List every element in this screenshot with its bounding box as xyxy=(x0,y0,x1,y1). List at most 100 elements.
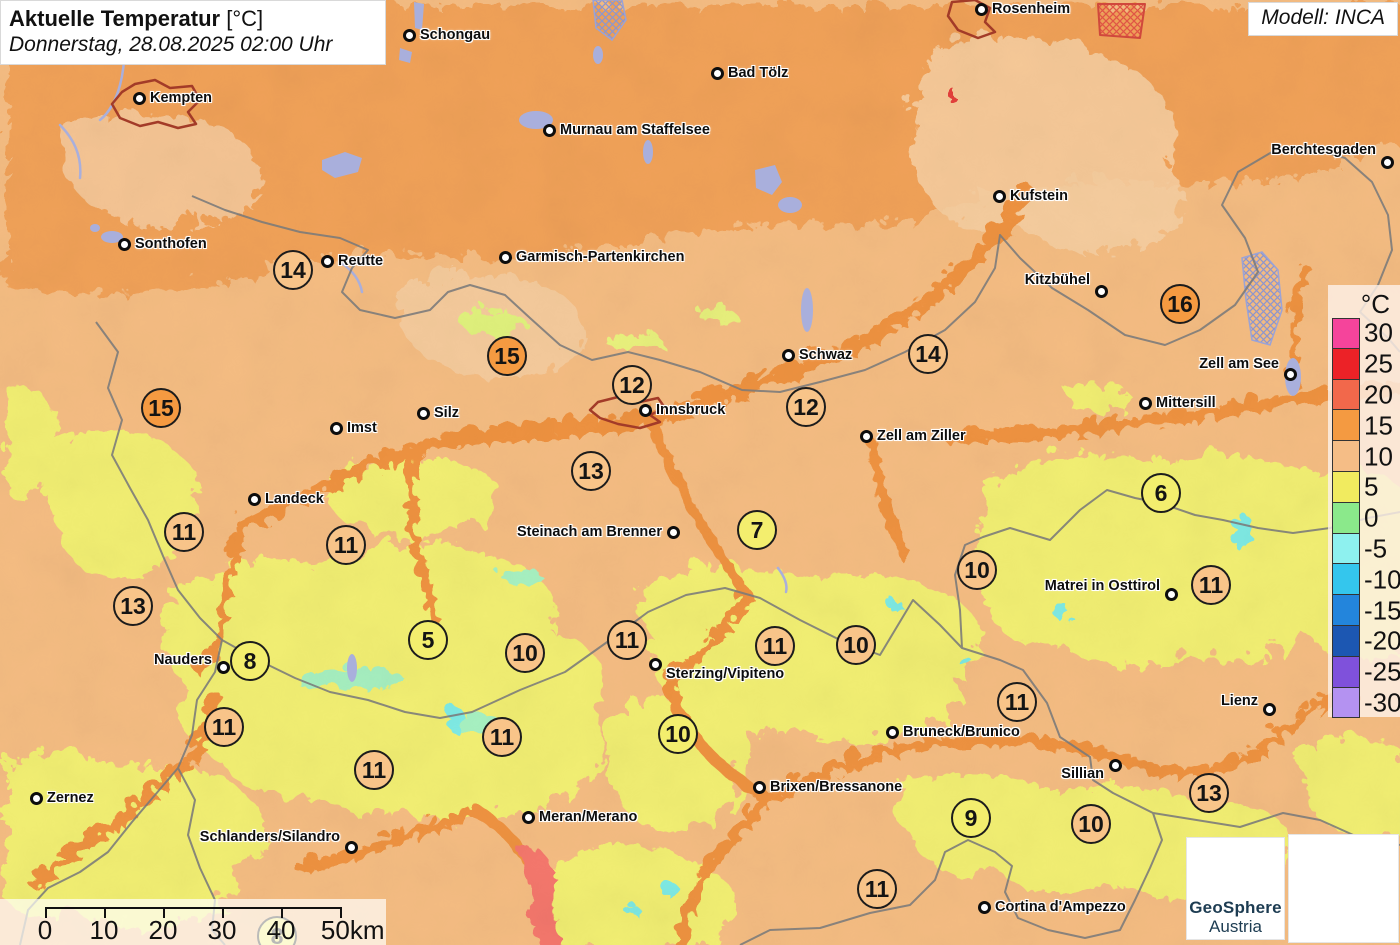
city-marker-dot xyxy=(344,840,358,854)
title-box: Aktuelle Temperatur [°C] Donnerstag, 28.… xyxy=(0,0,386,65)
legend-color-block xyxy=(1332,595,1360,626)
legend-unit-label: °C xyxy=(1360,289,1390,319)
legend-tick-label: -25 xyxy=(1364,656,1400,687)
station-temp-circle: 5 xyxy=(408,620,448,660)
station-temp-circle: 15 xyxy=(141,388,181,428)
title-text: Aktuelle Temperatur xyxy=(9,6,221,31)
legend-tick-label: -20 xyxy=(1364,625,1400,656)
scale-bar-line xyxy=(45,907,341,909)
station-temp-circle: 13 xyxy=(1189,773,1229,813)
city-marker-dot xyxy=(859,429,873,443)
station-temp-circle: 8 xyxy=(230,641,270,681)
legend-color-block xyxy=(1332,410,1360,442)
station-temp-circle: 11 xyxy=(607,620,647,660)
scale-bar-label: 30 xyxy=(207,915,237,945)
station-temp-circle: 10 xyxy=(957,550,997,590)
city-marker-dot xyxy=(542,123,556,137)
station-temp-circle: 11 xyxy=(354,750,394,790)
legend-tick-label: 10 xyxy=(1364,441,1393,472)
title-datetime: Donnerstag, 28.08.2025 02:00 Uhr xyxy=(9,33,333,56)
station-temp-circle: 14 xyxy=(908,334,948,374)
city-marker-dot xyxy=(974,2,988,16)
city-marker-dot xyxy=(1138,396,1152,410)
scale-bar-label: 10 xyxy=(89,915,119,945)
city-label: Garmisch-Partenkirchen xyxy=(516,249,685,265)
station-temp-circle: 7 xyxy=(737,510,777,550)
city-marker-dot xyxy=(638,403,652,417)
station-temp-circle: 10 xyxy=(505,633,545,673)
scale-bar-tick xyxy=(281,907,283,918)
city-marker-dot xyxy=(1262,702,1276,716)
city-marker-dot xyxy=(1108,758,1122,772)
city-label: Innsbruck xyxy=(656,402,726,418)
station-temp-circle: 11 xyxy=(857,869,897,909)
legend-color-block xyxy=(1332,348,1360,380)
city-label: Bad Tölz xyxy=(728,65,789,81)
city-label: Kufstein xyxy=(1010,188,1068,204)
city-label: Meran/Merano xyxy=(539,809,638,825)
legend-color-block xyxy=(1332,441,1360,472)
city-marker-dot xyxy=(1283,367,1297,381)
city-label: Mittersill xyxy=(1156,395,1216,411)
city-label: Lienz xyxy=(1220,693,1258,709)
scale-bar-label: 0 xyxy=(37,915,53,945)
title-unit: [°C] xyxy=(226,6,264,31)
partner-logo xyxy=(1288,834,1399,943)
station-temp-circle: 14 xyxy=(273,250,313,290)
city-label: Zell am See xyxy=(1199,356,1279,372)
city-marker-dot xyxy=(521,810,535,824)
city-label: Sonthofen xyxy=(135,236,207,252)
city-label: Zernez xyxy=(47,790,94,806)
legend-tick-label: -5 xyxy=(1364,533,1388,564)
city-label: Sillian xyxy=(1061,766,1104,782)
legend-tick-label: 30 xyxy=(1364,317,1393,348)
city-label: Zell am Ziller xyxy=(877,428,966,444)
legend-tick-label: 25 xyxy=(1364,348,1393,379)
station-temp-circle: 11 xyxy=(997,682,1037,722)
station-temp-circle: 10 xyxy=(658,714,698,754)
scale-bar-label: 50km xyxy=(320,915,385,945)
city-marker-dot xyxy=(29,791,43,805)
city-marker-dot xyxy=(329,421,343,435)
legend-tick-label: 15 xyxy=(1364,410,1393,441)
city-label: Brixen/Bressanone xyxy=(770,779,903,795)
city-label: Berchtesgaden xyxy=(1271,142,1376,158)
geosphere-logo-country: Austria xyxy=(1209,917,1262,936)
city-label: Cortina d'Ampezzo xyxy=(995,899,1126,915)
geosphere-logo-text: GeoSphere xyxy=(1189,898,1282,917)
legend-color-block xyxy=(1332,564,1360,596)
station-temp-circle: 13 xyxy=(571,451,611,491)
city-label: Steinach am Brenner xyxy=(516,524,662,540)
station-temp-circle: 11 xyxy=(204,707,244,747)
legend-color-block xyxy=(1332,625,1360,657)
legend-color-bar xyxy=(1332,318,1360,719)
city-marker-dot xyxy=(247,492,261,506)
scale-bar-label: 40 xyxy=(266,915,296,945)
city-marker-dot xyxy=(977,900,991,914)
scale-bar-tick xyxy=(222,907,224,918)
page-title: Aktuelle Temperatur [°C] xyxy=(9,6,375,32)
geosphere-logo: GeoSphere Austria xyxy=(1186,837,1285,940)
map-scale-bar: 0 10 20 30 40 50km xyxy=(0,899,386,945)
station-temp-circle: 11 xyxy=(1191,565,1231,605)
legend-color-block xyxy=(1332,533,1360,565)
city-marker-dot xyxy=(992,189,1006,203)
scale-bar-tick xyxy=(104,907,106,918)
city-label: Schlanders/Silandro xyxy=(199,829,340,845)
city-marker-dot xyxy=(1164,587,1178,601)
city-label: Bruneck/Brunico xyxy=(903,724,1020,740)
city-marker-dot xyxy=(320,254,334,268)
station-temp-circle: 12 xyxy=(612,365,652,405)
city-label: Kitzbühel xyxy=(1024,272,1090,288)
legend-tick-label: -10 xyxy=(1364,564,1400,595)
legend-color-block xyxy=(1332,318,1360,349)
city-marker-dot xyxy=(1380,155,1394,169)
city-marker-dot xyxy=(648,657,662,671)
city-label: Nauders xyxy=(153,652,212,668)
legend-color-block xyxy=(1332,656,1360,688)
legend-color-block xyxy=(1332,379,1360,411)
city-marker-dot xyxy=(498,250,512,264)
